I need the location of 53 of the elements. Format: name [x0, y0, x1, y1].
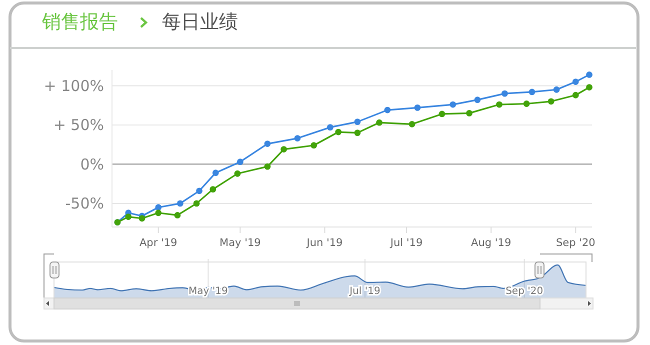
point	[502, 90, 508, 97]
point	[354, 118, 361, 126]
point	[414, 104, 421, 111]
x-tick-label: May '19	[220, 237, 261, 249]
point	[523, 100, 530, 107]
point	[125, 214, 132, 220]
point	[210, 186, 216, 193]
point	[264, 163, 271, 170]
point	[174, 212, 181, 218]
point	[155, 204, 162, 211]
point	[176, 200, 184, 207]
point	[586, 72, 592, 78]
y-tick-label: 0%	[80, 155, 104, 174]
point	[572, 78, 579, 85]
point	[528, 88, 536, 96]
point	[548, 98, 554, 105]
point	[193, 200, 200, 207]
point	[438, 110, 446, 118]
point	[264, 140, 271, 147]
point	[335, 128, 342, 136]
chart-subtitle: 每日业绩	[162, 11, 238, 33]
y-tick-label: + 100%	[44, 76, 104, 95]
point	[326, 124, 334, 131]
point	[196, 188, 202, 194]
point	[280, 146, 288, 152]
point	[354, 130, 361, 136]
point	[450, 101, 456, 108]
point	[496, 101, 502, 108]
x-tick-label: Jun '19	[306, 237, 343, 249]
point	[586, 84, 592, 90]
x-tick-label: Jul '19	[348, 286, 380, 297]
x-tick-label: Jul '19	[389, 237, 423, 249]
point	[155, 210, 162, 216]
x-tick-label: Sep '20	[556, 237, 596, 249]
point	[474, 96, 481, 104]
chart-title: 销售报告	[41, 11, 118, 33]
point	[294, 135, 301, 142]
x-tick-label: Apr '19	[139, 237, 178, 249]
y-tick-label: -50%	[65, 194, 104, 213]
point	[376, 119, 382, 126]
point	[236, 158, 244, 166]
x-tick-label: Sep '20	[506, 286, 544, 297]
point	[234, 170, 241, 177]
x-tick-label: Aug '19	[471, 237, 512, 249]
point	[466, 110, 472, 116]
point	[310, 142, 318, 149]
y-tick-label: + 50%	[53, 116, 104, 134]
point	[138, 215, 146, 222]
point	[212, 170, 219, 176]
point	[572, 92, 579, 98]
point	[408, 120, 416, 128]
point	[384, 106, 391, 114]
point	[553, 86, 560, 93]
